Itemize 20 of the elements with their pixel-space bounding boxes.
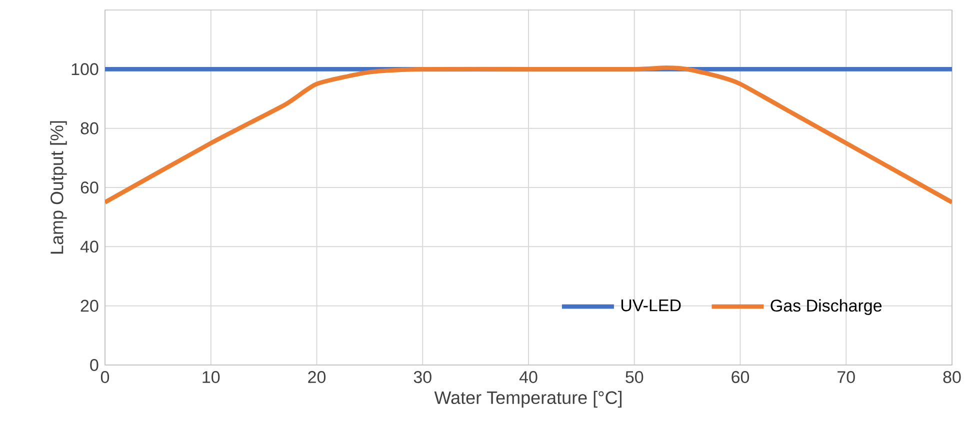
y-axis-title: Lamp Output [%] (50, 121, 67, 254)
x-tick-label: 80 (943, 371, 961, 384)
legend-label: Gas Discharge (770, 299, 882, 316)
legend-label: UV-LED (621, 299, 681, 312)
x-tick-label: 70 (838, 371, 855, 384)
y-tick-label: 60 (80, 181, 98, 194)
x-tick-label: 60 (732, 371, 750, 384)
y-tick-label: 100 (72, 63, 98, 76)
x-tick-label: 40 (519, 371, 538, 384)
x-tick-label: 20 (308, 371, 326, 384)
x-tick-label: 0 (100, 371, 110, 384)
x-tick-label: 50 (626, 371, 644, 384)
y-tick-label: 0 (90, 358, 98, 372)
x-axis-title: Water Temperature [°C] (434, 390, 622, 408)
y-tick-label: 40 (80, 240, 98, 253)
line-series (105, 65, 952, 204)
y-tick-label: 80 (80, 122, 98, 134)
x-tick-label: 30 (414, 371, 432, 384)
y-tick-label: 20 (80, 300, 98, 312)
x-tick-label: 10 (202, 371, 220, 384)
